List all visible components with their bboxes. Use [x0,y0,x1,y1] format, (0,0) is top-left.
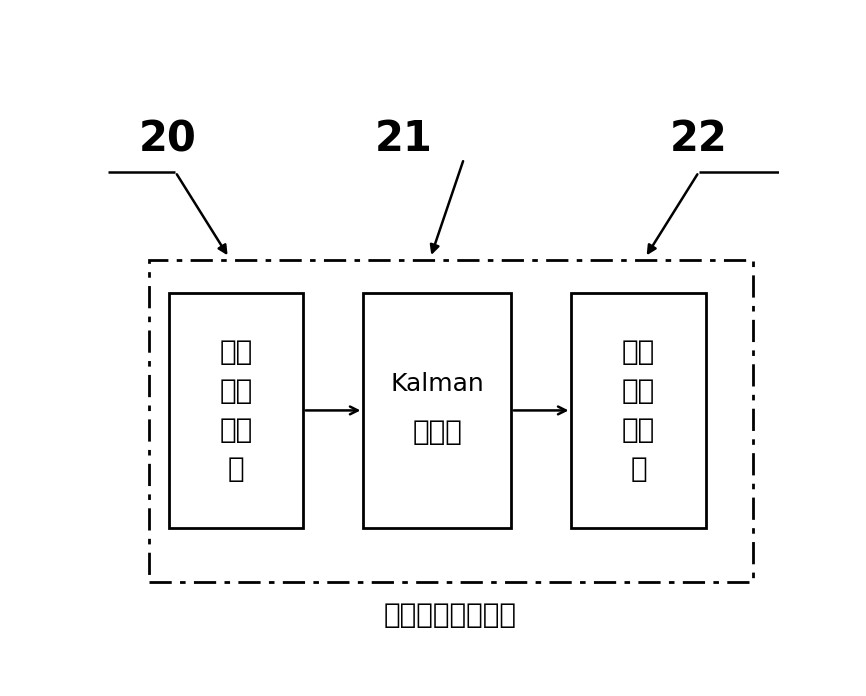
Text: 滤波器: 滤波器 [412,418,462,446]
Text: 22: 22 [670,118,727,160]
Text: 校准算法执行模块: 校准算法执行模块 [384,601,517,628]
Bar [169,292,303,528]
Bar [572,292,706,528]
Text: 校准
因子
产生
器: 校准 因子 产生 器 [219,338,252,483]
Text: 21: 21 [375,118,432,160]
Text: 幅相
误差
估计
器: 幅相 误差 估计 器 [622,338,655,483]
Bar [149,260,753,582]
Text: 20: 20 [139,118,197,160]
Bar [364,292,511,528]
Text: Kalman: Kalman [391,372,484,395]
